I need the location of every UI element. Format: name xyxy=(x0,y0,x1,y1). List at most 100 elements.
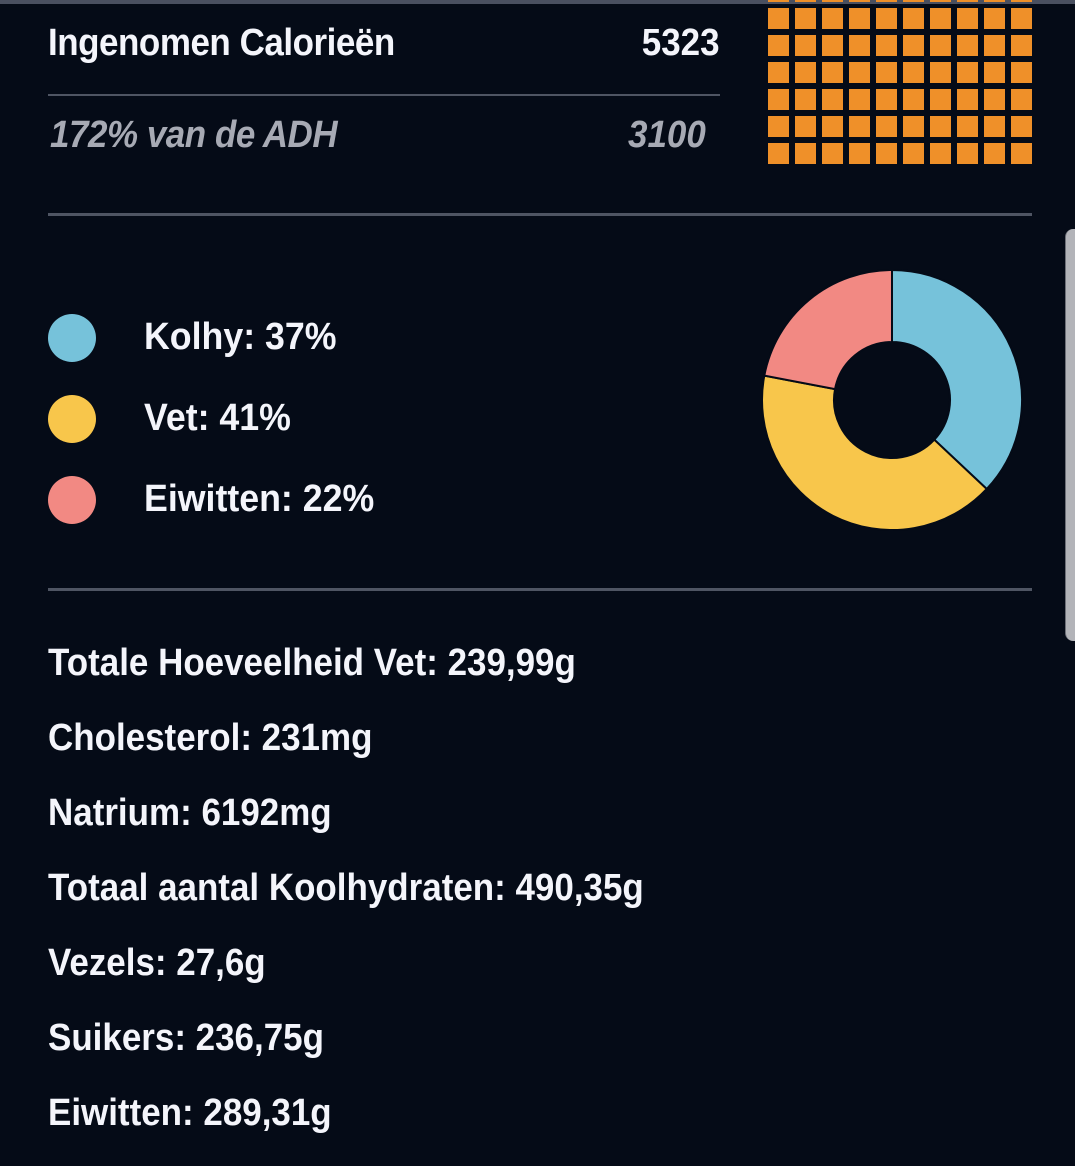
waffle-square xyxy=(957,8,978,29)
waffle-square xyxy=(822,89,843,110)
waffle-square xyxy=(930,35,951,56)
waffle-square xyxy=(849,116,870,137)
waffle-square xyxy=(984,35,1005,56)
waffle-square xyxy=(903,89,924,110)
waffle-square xyxy=(822,0,843,2)
waffle-square xyxy=(768,143,789,164)
nutrient-cholesterol: Cholesterol: 231mg xyxy=(48,717,373,759)
waffle-square xyxy=(795,116,816,137)
calories-consumed-value: 5323 xyxy=(642,22,720,64)
waffle-square xyxy=(876,116,897,137)
legend-label: Vet: 41% xyxy=(144,397,291,439)
waffle-square xyxy=(822,143,843,164)
waffle-square xyxy=(930,8,951,29)
waffle-square xyxy=(984,0,1005,2)
top-edge-line xyxy=(0,0,1075,4)
waffle-square xyxy=(903,0,924,2)
carbs-color-dot-icon xyxy=(48,313,96,362)
nutrient-sugars: Suikers: 236,75g xyxy=(48,1017,324,1059)
waffle-square xyxy=(1011,89,1032,110)
waffle-square xyxy=(1011,62,1032,83)
waffle-square xyxy=(849,35,870,56)
adh-percentage-text: 172% van de ADH xyxy=(50,114,338,156)
waffle-square xyxy=(876,35,897,56)
nutrient-protein: Eiwitten: 289,31g xyxy=(48,1092,332,1134)
macro-legend: Kolhy: 37% Vet: 41% Eiwitten: 22% xyxy=(48,297,389,540)
waffle-square xyxy=(768,116,789,137)
waffle-square xyxy=(849,8,870,29)
waffle-square xyxy=(822,35,843,56)
waffle-square xyxy=(822,8,843,29)
nutrient-fiber: Vezels: 27,6g xyxy=(48,942,266,984)
waffle-square xyxy=(903,62,924,83)
waffle-square xyxy=(957,89,978,110)
waffle-square xyxy=(903,143,924,164)
waffle-square xyxy=(957,0,978,2)
waffle-square xyxy=(849,0,870,2)
legend-item-protein: Eiwitten: 22% xyxy=(48,459,389,540)
waffle-square xyxy=(984,143,1005,164)
waffle-square xyxy=(903,35,924,56)
waffle-square xyxy=(795,62,816,83)
legend-label: Eiwitten: 22% xyxy=(144,478,375,520)
waffle-square xyxy=(876,89,897,110)
nutrient-sodium: Natrium: 6192mg xyxy=(48,792,332,834)
fat-color-dot-icon xyxy=(48,394,96,443)
waffle-square xyxy=(849,143,870,164)
waffle-square xyxy=(1011,0,1032,2)
waffle-square xyxy=(903,8,924,29)
waffle-square xyxy=(768,35,789,56)
waffle-square xyxy=(795,89,816,110)
donut-slice-eiwitten xyxy=(763,268,893,391)
waffle-square xyxy=(876,62,897,83)
waffle-square xyxy=(822,62,843,83)
waffle-square xyxy=(768,0,789,2)
waffle-square xyxy=(768,62,789,83)
calorie-waffle-chart xyxy=(768,0,1032,164)
legend-label: Kolhy: 37% xyxy=(144,316,337,358)
waffle-square xyxy=(930,89,951,110)
waffle-square xyxy=(1011,143,1032,164)
waffle-square xyxy=(930,62,951,83)
scrollbar-thumb[interactable] xyxy=(1065,229,1075,641)
waffle-square xyxy=(984,8,1005,29)
waffle-square xyxy=(876,0,897,2)
waffle-square xyxy=(795,35,816,56)
waffle-square xyxy=(876,143,897,164)
waffle-square xyxy=(930,116,951,137)
protein-color-dot-icon xyxy=(48,475,96,524)
calories-title: Ingenomen Calorieën xyxy=(48,22,395,64)
adh-target-value: 3100 xyxy=(628,114,706,156)
waffle-square xyxy=(930,143,951,164)
donut-slice-vet xyxy=(761,374,989,531)
waffle-square xyxy=(1011,35,1032,56)
waffle-square xyxy=(984,62,1005,83)
waffle-square xyxy=(984,116,1005,137)
waffle-square xyxy=(795,143,816,164)
waffle-square xyxy=(849,89,870,110)
calories-divider xyxy=(48,94,720,96)
section-divider-1 xyxy=(48,213,1032,216)
waffle-square xyxy=(876,8,897,29)
legend-item-carbs: Kolhy: 37% xyxy=(48,297,389,378)
waffle-square xyxy=(795,8,816,29)
waffle-square xyxy=(984,89,1005,110)
waffle-square xyxy=(795,0,816,2)
nutrient-total-fat: Totale Hoeveelheid Vet: 239,99g xyxy=(48,642,576,684)
waffle-square xyxy=(957,143,978,164)
section-divider-2 xyxy=(48,588,1032,591)
legend-item-fat: Vet: 41% xyxy=(48,378,389,459)
waffle-square xyxy=(768,8,789,29)
donut-slice-kolhy xyxy=(891,268,1023,491)
waffle-square xyxy=(768,89,789,110)
waffle-square xyxy=(957,62,978,83)
waffle-square xyxy=(957,35,978,56)
nutrient-total-carbs: Totaal aantal Koolhydraten: 490,35g xyxy=(48,867,644,909)
waffle-square xyxy=(903,116,924,137)
waffle-square xyxy=(930,0,951,2)
waffle-square xyxy=(1011,116,1032,137)
waffle-square xyxy=(1011,8,1032,29)
waffle-square xyxy=(849,62,870,83)
waffle-square xyxy=(957,116,978,137)
macro-donut-chart xyxy=(761,268,1023,531)
